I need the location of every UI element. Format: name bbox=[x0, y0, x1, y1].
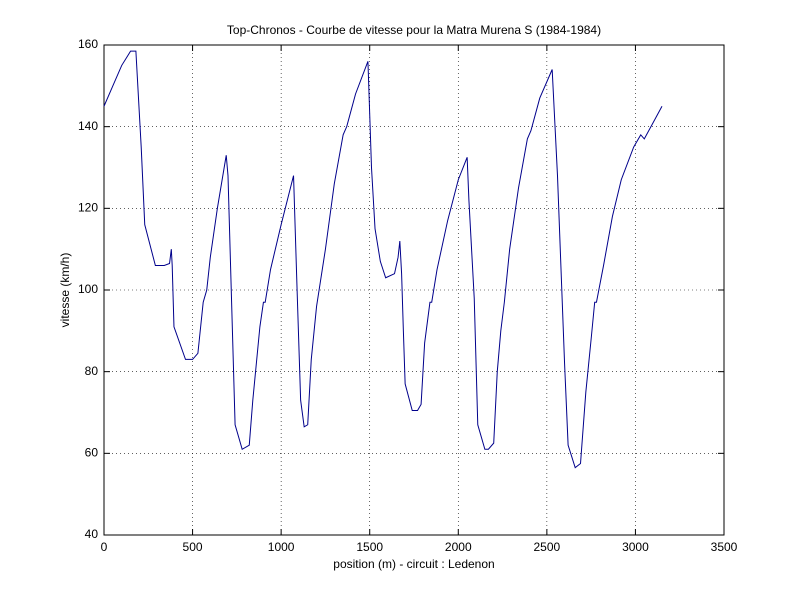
y-tick-label: 120 bbox=[78, 201, 98, 215]
y-tick-label: 40 bbox=[85, 527, 99, 541]
y-axis-label: vitesse (km/h) bbox=[58, 253, 72, 328]
speed-line bbox=[103, 50, 663, 469]
x-tick-label: 1500 bbox=[356, 540, 383, 554]
plot-frame bbox=[103, 44, 725, 536]
y-tick-label: 160 bbox=[78, 37, 98, 51]
chart-title: Top-Chronos - Courbe de vitesse pour la … bbox=[227, 23, 601, 37]
x-tick-label: 2500 bbox=[534, 540, 561, 554]
x-tick-label: 500 bbox=[183, 540, 203, 554]
x-tick-label: 2000 bbox=[445, 540, 472, 554]
x-tick-label: 1000 bbox=[268, 540, 295, 554]
y-tick-label: 100 bbox=[78, 282, 98, 296]
x-tick-label: 3000 bbox=[622, 540, 649, 554]
y-tick-label: 80 bbox=[85, 364, 99, 378]
y-tick-label: 60 bbox=[85, 446, 99, 460]
y-tick-label: 140 bbox=[78, 119, 98, 133]
x-tick-label: 0 bbox=[101, 540, 108, 554]
x-axis-label: position (m) - circuit : Ledenon bbox=[333, 557, 494, 571]
x-tick-label: 3500 bbox=[711, 540, 738, 554]
